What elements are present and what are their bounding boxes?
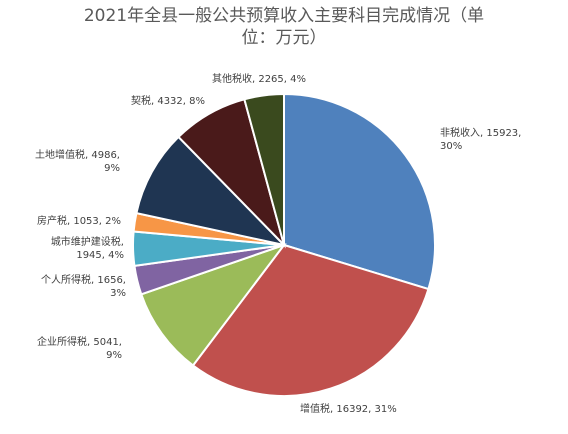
slice-data-label-5: 城市维护建设税, 1945, 4% <box>51 235 124 261</box>
chart-title-line-2: 位：万元） <box>241 28 327 48</box>
pie-slice-1 <box>283 92 436 291</box>
pie-slice-9 <box>243 92 285 246</box>
pie-slice-2 <box>191 243 430 397</box>
slice-data-label-7: 土地增值税, 4986, 9% <box>35 148 120 174</box>
slice-data-label-6: 房产税, 1053, 2% <box>37 214 121 227</box>
slice-data-label-4: 个人所得税, 1656, 3% <box>41 273 126 299</box>
slice-data-label-9: 其他税收, 2265, 4% <box>212 72 306 85</box>
slice-data-label-8: 契税, 4332, 8% <box>131 94 205 107</box>
slice-data-label-2: 增值税, 16392, 31% <box>300 402 397 415</box>
slice-data-label-3: 企业所得税, 5041, 9% <box>37 335 122 361</box>
slice-data-label-1: 非税收入, 15923, 30% <box>440 126 521 152</box>
chart-title-line-1: 2021年全县一般公共预算收入主要科目完成情况（单 <box>83 6 485 26</box>
pie-slice-3 <box>140 242 287 367</box>
pie-slice-7 <box>135 135 288 247</box>
